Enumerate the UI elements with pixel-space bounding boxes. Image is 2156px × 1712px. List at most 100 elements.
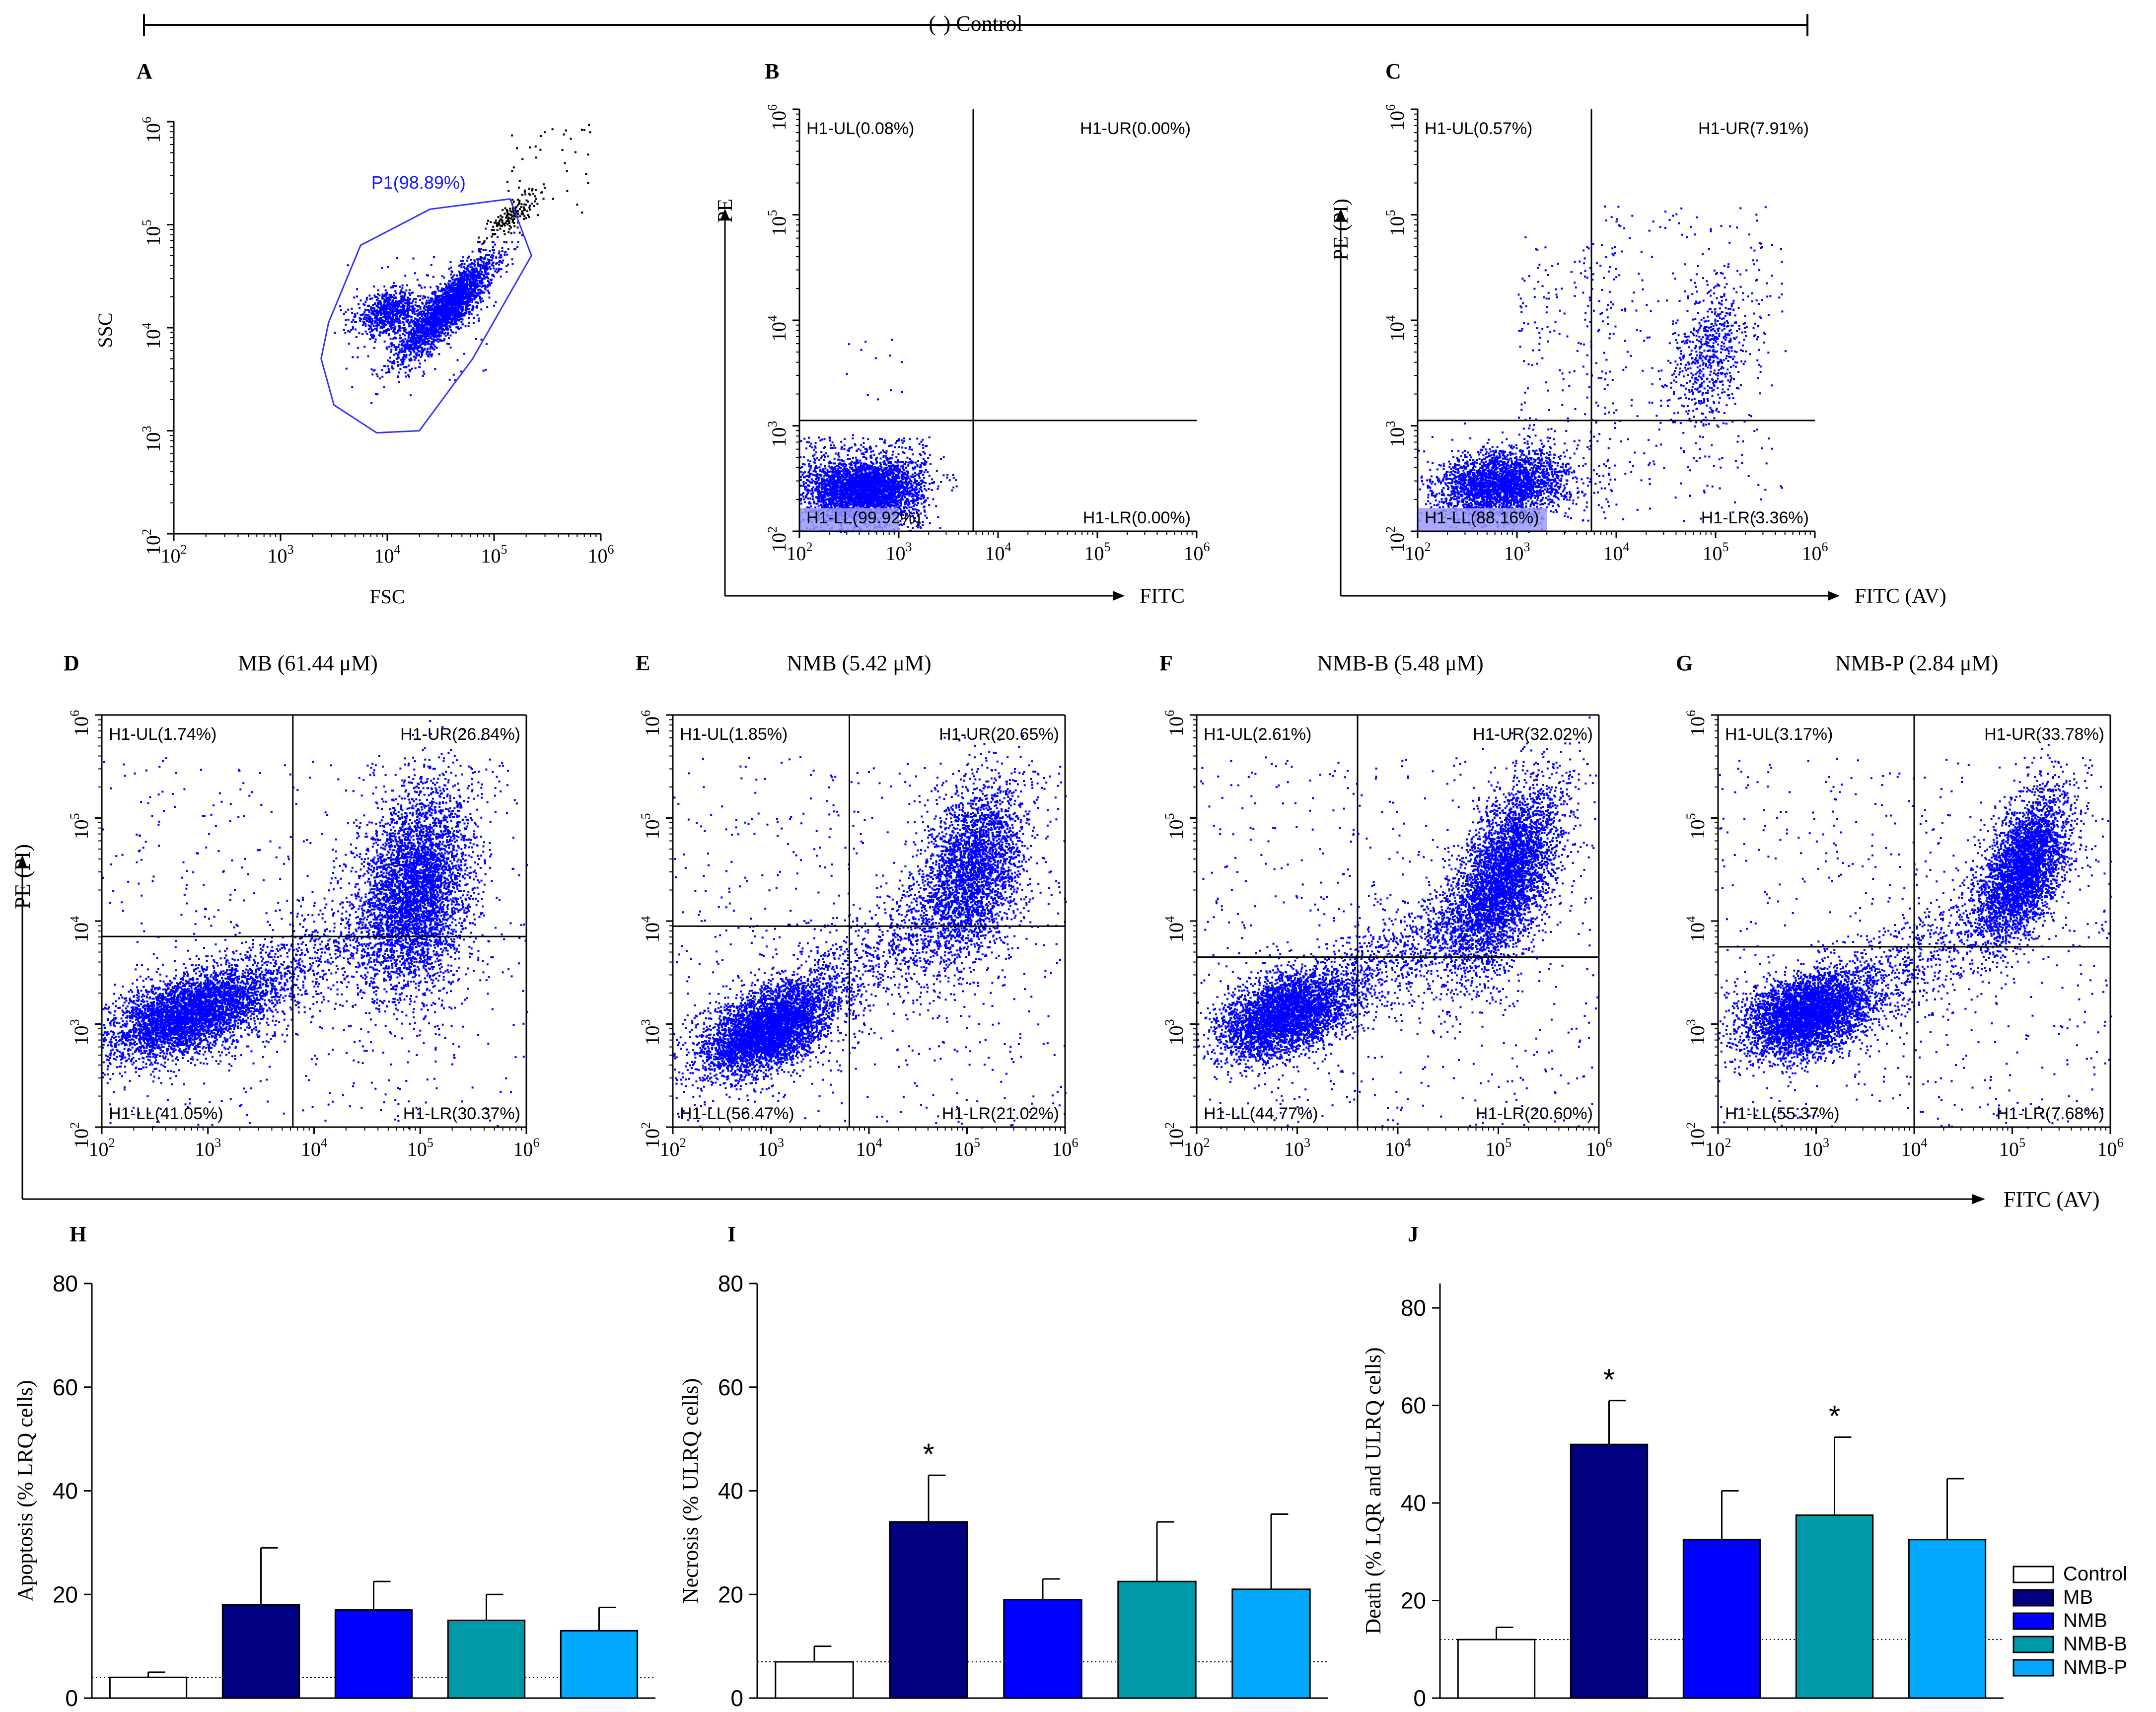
tick-label: 105 [1084,540,1111,565]
tick-label: 103 [140,426,164,452]
tick-label: 103 [1504,540,1530,565]
panel-letter-A: A [137,59,152,83]
scatter-points-A [334,203,533,404]
panel-title-D: MB (61.44 μM) [238,651,378,675]
tick-label: 104 [639,916,663,942]
significance-star: * [1829,1399,1840,1432]
tick-label: 102 [89,1136,115,1160]
y-tick-label: 40 [1401,1490,1426,1516]
significance-star: * [1603,1363,1615,1396]
quadrant-label-ul: H1-UL(1.85%) [680,725,788,744]
tick-label: 102 [140,529,164,555]
panel-letter-H: H [70,1222,86,1246]
tick-label: 103 [1284,1136,1310,1160]
tick-label: 105 [1162,813,1187,840]
shared-y-arrowhead [17,855,27,868]
y-tick-label: 20 [718,1581,743,1607]
tick-label: 103 [68,1019,92,1046]
ll-highlight [1418,508,1547,531]
panel-title-F: NMB-B (5.48 μM) [1317,651,1483,675]
bar-MB [221,1604,300,1699]
tick-label: 106 [1802,540,1828,565]
panel-letter-F: F [1159,651,1173,675]
panel-letter-C: C [1385,59,1401,83]
y-axis-label-c: PE (PI) [1330,199,1353,261]
tick-label: 105 [765,210,790,236]
x-axis-label-a: FSC [369,585,405,608]
tick-label: 105 [1383,210,1408,236]
panel-letter-G: G [1676,651,1693,675]
panel-letter-J: J [1408,1222,1419,1246]
tick-label: 103 [886,540,912,565]
bar-Control [109,1676,188,1699]
y-axis-label-J: Death (% LQR and ULRQ cells) [1361,1348,1385,1635]
scatter-points-B [799,339,958,533]
tick-label: 104 [301,1136,327,1160]
bar-NMB-P [1231,1588,1311,1699]
flow-plot-A: P1(98.89%) 102 103 104 105 106 102 103 104 105 106… [94,117,614,608]
legend-label-NMB-P: NMB-P [2063,1656,2127,1678]
bar-MB [1570,1443,1649,1699]
y-tick-label: 0 [65,1685,78,1711]
quadrant-label-lr: H1-LR(21.02%) [942,1104,1059,1123]
scatter-points-F [1197,716,1599,1129]
scatter-points-D [102,720,528,1129]
y-tick-label: 80 [53,1271,78,1296]
tick-label: 105 [407,1136,433,1160]
quadrant-label-ul: H1-UL(2.61%) [1204,725,1311,744]
quadrant-label-lr: H1-LR(20.60%) [1476,1104,1593,1123]
legend-swatch-NMB-P [2012,1659,2054,1677]
quadrant-label-lr: H1-LR(30.37%) [403,1104,520,1123]
tick-label: 105 [954,1136,980,1160]
quadrant-label-lr: H1-LR(7.68%) [1997,1104,2104,1123]
tick-label: 104 [1603,540,1630,565]
tick-label: 103 [195,1136,221,1160]
quadrant-label-ll: H1-LL(44.77%) [1204,1104,1318,1123]
tick-label: 104 [140,323,164,349]
tick-label: 104 [1901,1136,1928,1160]
tick-label: 105 [1703,540,1729,565]
tick-label: 102 [765,526,790,553]
flow-plot-B: 102 103 104 105 106 102 103 104 105 106 H1-UL(0.08… [765,104,1210,565]
tick-label: 105 [481,542,507,567]
x-arrowhead-c [1828,591,1840,601]
flow-plot-E: 102 103 104 105 106 102 103 104 105 106 H1-UL(1.85… [639,710,1078,1160]
y-tick-label: 40 [53,1478,78,1504]
bar-MB [889,1521,968,1699]
quadrant-label-ll: H1-LL(88.16%) [1425,508,1539,527]
bar-NMB-P [560,1630,639,1699]
bar-NMB [334,1609,413,1699]
quadrant-label-ll: H1-LL(99.92%) [806,508,921,527]
quadrant-label-ur: H1-UR(32.02%) [1473,725,1593,744]
y-tick-label: 80 [718,1271,743,1296]
tick-label: 104 [68,916,92,942]
panel-letter-B: B [765,59,779,83]
legend-label-NMB: NMB [2063,1610,2107,1632]
quadrant-label-ll: H1-LL(56.47%) [680,1104,794,1123]
tick-label: 103 [1684,1019,1709,1046]
legend-swatch-NMB-B [2012,1636,2054,1653]
quadrant-label-ur: H1-UR(7.91%) [1698,119,1809,138]
bar-Control [775,1661,854,1699]
tick-label: 102 [1162,1122,1187,1148]
y-tick-label: 80 [1401,1295,1426,1321]
tick-label: 106 [1162,710,1187,736]
tick-label: 105 [1485,1136,1511,1160]
tick-label: 105 [1999,1136,2025,1160]
tick-label: 106 [1184,540,1210,565]
tick-label: 102 [1684,1122,1709,1148]
y-tick-label: 60 [718,1374,743,1400]
quadrant-label-lr: H1-LR(0.00%) [1083,508,1191,527]
x-axis-label-b: FITC [1140,585,1185,608]
y-tick-label: 60 [53,1374,78,1400]
tick-label: 102 [68,1122,92,1148]
flow-plot-D: 102 103 104 105 106 102 103 104 105 106 H1-UL(1.74… [68,710,540,1160]
flow-plot-C: 102 103 104 105 106 102 103 104 105 106 H1-UL(0.57… [1383,104,1828,565]
x-axis-label-c: FITC (AV) [1855,585,1946,608]
tick-label: 106 [1052,1136,1078,1160]
tick-label: 105 [1684,813,1709,840]
tick-label: 106 [588,542,614,567]
y-tick-label: 60 [1401,1393,1426,1419]
